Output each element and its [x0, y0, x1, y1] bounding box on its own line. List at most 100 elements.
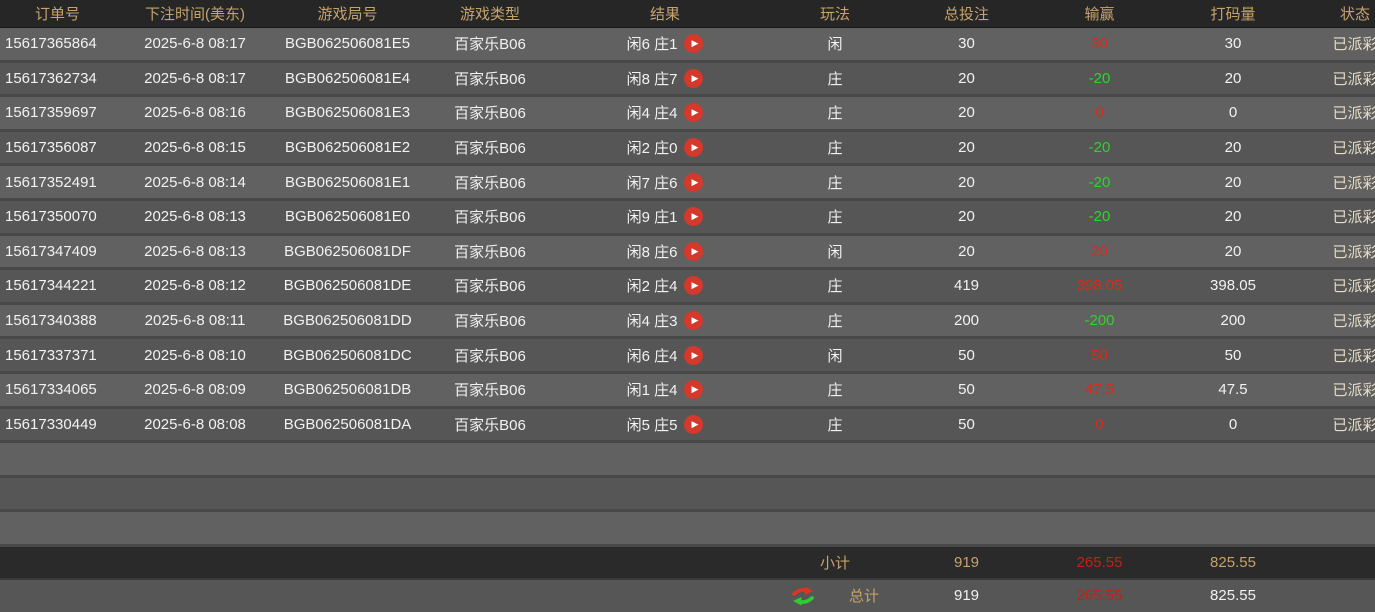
wager-cell: 20 — [1224, 242, 1242, 260]
wager-cell: 398.05 — [1210, 277, 1256, 295]
empty-row — [0, 512, 1375, 547]
order-id-cell: 15617352491 — [5, 173, 97, 191]
winloss-cell: -200 — [1084, 312, 1115, 330]
table-row: 15617362734 2025-6-8 08:17 BGB062506081E… — [0, 62, 1375, 98]
status-cell: 已派彩 — [1332, 36, 1375, 54]
play-icon[interactable]: ▶ — [684, 138, 704, 158]
bet-time-cell: 2025-6-8 08:14 — [144, 173, 246, 191]
result-text: 闲1 庄4 — [626, 382, 678, 400]
column-header-round-id: 游戏局号 — [317, 6, 378, 23]
result-text: 闲6 庄1 — [626, 36, 678, 54]
play-icon[interactable]: ▶ — [684, 241, 704, 261]
game-type-cell: 百家乐B06 — [454, 243, 526, 261]
round-id-cell: BGB062506081E2 — [284, 139, 411, 157]
play-icon[interactable]: ▶ — [684, 207, 704, 227]
column-header-status: 状态 — [1339, 6, 1370, 23]
order-id-cell: 15617347409 — [5, 242, 97, 260]
winloss-cell: 47.5 — [1084, 381, 1115, 399]
total-bet-cell: 20 — [958, 104, 975, 122]
result-text: 闲4 庄4 — [626, 105, 678, 123]
total-bet-cell: 200 — [953, 312, 980, 330]
status-cell: 已派彩 — [1332, 313, 1375, 331]
status-cell: 已派彩 — [1332, 105, 1375, 123]
total-label: 总计 — [848, 588, 879, 606]
swap-arrows-icon[interactable] — [791, 586, 815, 606]
play-icon[interactable]: ▶ — [684, 311, 704, 331]
game-type-cell: 百家乐B06 — [454, 382, 526, 400]
wager-cell: 50 — [1224, 346, 1242, 364]
status-cell: 已派彩 — [1332, 416, 1375, 434]
round-id-cell: BGB062506081E3 — [284, 104, 411, 122]
winloss-cell: 0 — [1095, 104, 1104, 122]
table-row: 15617340388 2025-6-8 08:11 BGB062506081D… — [0, 304, 1375, 340]
total-bet-cell: 50 — [958, 381, 975, 399]
column-header-wager: 打码量 — [1210, 6, 1256, 23]
round-id-cell: BGB062506081DC — [283, 346, 412, 364]
result-cell: 闲4 庄3 ▶ — [560, 310, 770, 331]
subtotal-row: 小计 919 265.55 825.55 — [0, 546, 1375, 580]
result-cell: 闲2 庄0 ▶ — [560, 137, 770, 158]
status-cell: 已派彩 — [1332, 243, 1375, 261]
order-id-cell: 15617344221 — [5, 277, 97, 295]
wager-cell: 20 — [1224, 173, 1242, 191]
game-type-cell: 百家乐B06 — [454, 36, 526, 54]
play-icon[interactable]: ▶ — [684, 34, 704, 54]
play-icon[interactable]: ▶ — [684, 414, 704, 434]
winloss-cell: -20 — [1088, 208, 1111, 226]
status-cell: 已派彩 — [1332, 382, 1375, 400]
result-text: 闲2 庄0 — [626, 140, 678, 158]
table-row: 15617359697 2025-6-8 08:16 BGB062506081E… — [0, 97, 1375, 132]
round-id-cell: BGB062506081DA — [283, 415, 412, 433]
result-text: 闲6 庄4 — [626, 347, 678, 365]
result-cell: 闲9 庄1 ▶ — [560, 206, 770, 227]
empty-row — [0, 443, 1375, 478]
status-cell: 已派彩 — [1332, 140, 1375, 158]
game-type-cell: 百家乐B06 — [454, 347, 526, 365]
play-icon[interactable]: ▶ — [684, 103, 704, 123]
play-icon[interactable]: ▶ — [684, 172, 704, 192]
bet-time-cell: 2025-6-8 08:09 — [144, 381, 246, 399]
result-cell: 闲4 庄4 ▶ — [560, 102, 770, 123]
total-win-loss: 265.55 — [1076, 587, 1123, 605]
subtotal-wager: 825.55 — [1210, 553, 1256, 571]
result-cell: 闲7 庄6 ▶ — [560, 172, 770, 193]
column-header-total-bet: 总投注 — [943, 6, 989, 23]
winloss-cell: 0 — [1095, 415, 1104, 433]
status-cell: 已派彩 — [1332, 347, 1375, 365]
play-icon[interactable]: ▶ — [684, 276, 704, 296]
game-type-cell: 百家乐B06 — [454, 174, 526, 192]
bet-time-cell: 2025-6-8 08:13 — [144, 242, 246, 260]
column-header-order-id: 订单号 — [34, 6, 80, 23]
table-row: 15617352491 2025-6-8 08:14 BGB062506081E… — [0, 166, 1375, 201]
play-icon[interactable]: ▶ — [684, 345, 704, 365]
round-id-cell: BGB062506081DF — [284, 242, 411, 260]
table-row: 15617330449 2025-6-8 08:08 BGB062506081D… — [0, 408, 1375, 444]
column-header-game-type: 游戏类型 — [459, 6, 520, 23]
result-text: 闲9 庄1 — [626, 209, 678, 227]
play-icon[interactable]: ▶ — [684, 68, 704, 88]
winloss-cell: 30 — [1091, 35, 1108, 53]
total-bet-cell: 50 — [958, 346, 975, 364]
column-header-result: 结果 — [649, 6, 680, 23]
total-wager: 825.55 — [1210, 587, 1256, 605]
round-id-cell: BGB062506081DB — [283, 381, 412, 399]
bet-time-cell: 2025-6-8 08:10 — [144, 346, 246, 364]
game-type-cell: 百家乐B06 — [454, 278, 526, 296]
play-cell: 闲 — [827, 36, 843, 54]
bet-time-cell: 2025-6-8 08:17 — [144, 69, 246, 87]
result-cell: 闲6 庄1 ▶ — [560, 33, 770, 54]
table-row: 15617365864 2025-6-8 08:17 BGB062506081E… — [0, 28, 1375, 63]
result-text: 闲8 庄6 — [626, 243, 678, 261]
status-cell: 已派彩 — [1332, 209, 1375, 227]
status-cell: 已派彩 — [1332, 278, 1375, 296]
table-row: 15617337371 2025-6-8 08:10 BGB062506081D… — [0, 339, 1375, 374]
result-text: 闲2 庄4 — [626, 278, 678, 296]
total-label-cell: 总计 — [770, 585, 900, 606]
subtotal-win-loss: 265.55 — [1076, 553, 1123, 571]
game-type-cell: 百家乐B06 — [454, 209, 526, 227]
total-bet-cell: 50 — [958, 415, 975, 433]
wager-cell: 47.5 — [1218, 381, 1248, 399]
table-row: 15617350070 2025-6-8 08:13 BGB062506081E… — [0, 200, 1375, 236]
play-icon[interactable]: ▶ — [684, 380, 704, 400]
wager-cell: 200 — [1220, 312, 1246, 330]
